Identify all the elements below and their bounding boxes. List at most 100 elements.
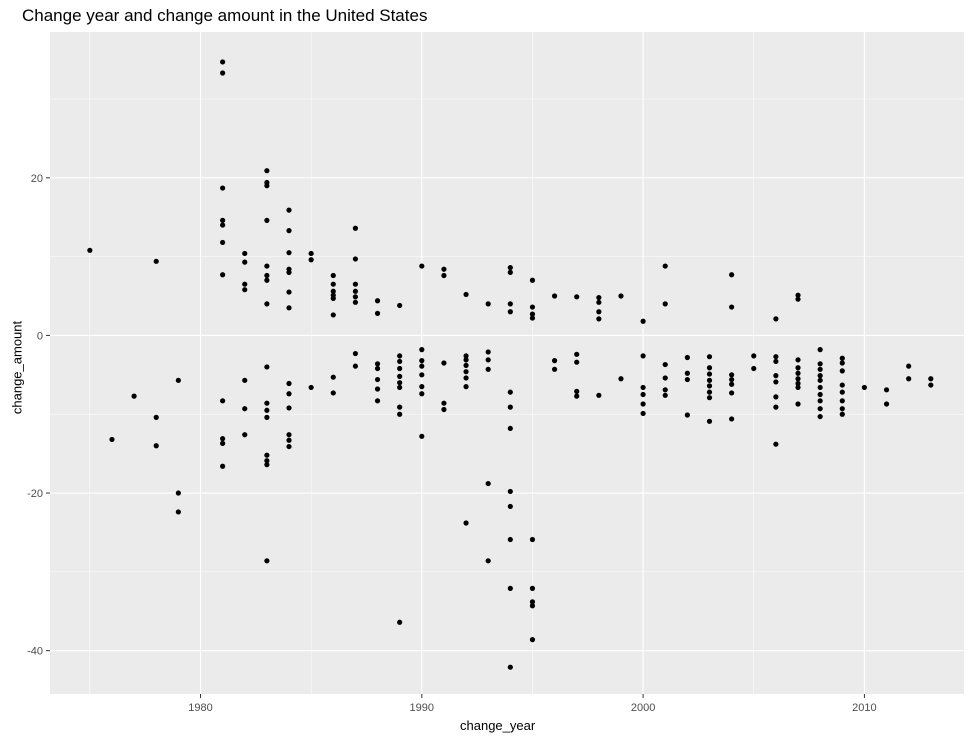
data-point	[839, 406, 845, 412]
data-point	[507, 664, 513, 670]
data-point	[153, 258, 159, 264]
y-tick-label: -20	[27, 488, 43, 500]
data-point	[839, 398, 845, 404]
data-point	[264, 407, 270, 413]
data-point	[330, 272, 336, 279]
data-point	[773, 354, 779, 360]
data-point	[729, 381, 735, 387]
data-point	[286, 405, 292, 411]
data-point	[928, 382, 934, 388]
data-point	[596, 309, 602, 315]
data-point	[773, 358, 779, 365]
data-point	[264, 364, 270, 370]
data-point	[463, 520, 469, 526]
data-point	[795, 380, 801, 387]
data-point	[640, 391, 646, 398]
data-point	[618, 293, 624, 299]
y-tick-label: -40	[27, 646, 43, 658]
data-point	[507, 536, 513, 543]
data-point	[817, 347, 823, 353]
data-point	[419, 391, 425, 397]
data-point	[175, 490, 181, 496]
data-point	[839, 355, 845, 361]
data-point	[817, 406, 823, 412]
data-point	[596, 392, 602, 398]
data-point	[286, 289, 292, 295]
data-point	[352, 225, 359, 231]
data-point	[286, 250, 292, 256]
data-point	[684, 376, 690, 383]
data-point	[684, 412, 690, 418]
data-point	[839, 382, 845, 388]
data-point	[441, 272, 447, 279]
data-point	[286, 228, 292, 234]
data-point	[640, 410, 646, 417]
data-point	[374, 398, 381, 404]
data-point	[529, 637, 536, 643]
data-point	[529, 603, 536, 609]
data-point	[352, 288, 359, 294]
data-point	[264, 217, 270, 223]
data-point	[706, 418, 713, 424]
data-point	[441, 360, 447, 366]
data-point	[574, 359, 580, 365]
data-point	[397, 365, 403, 372]
data-point	[640, 384, 646, 391]
data-point	[397, 302, 403, 309]
data-point	[419, 372, 425, 378]
data-point	[751, 365, 757, 372]
data-point	[286, 207, 292, 213]
data-point	[175, 509, 181, 515]
data-point	[242, 250, 248, 257]
data-point	[352, 281, 359, 287]
data-point	[817, 413, 823, 420]
data-point	[706, 365, 713, 371]
data-point	[109, 436, 115, 443]
data-point	[330, 374, 336, 380]
data-point	[175, 377, 181, 383]
data-point	[264, 458, 270, 464]
y-tick-label: 0	[37, 330, 43, 342]
data-point	[795, 384, 801, 391]
data-point	[264, 400, 270, 406]
data-point	[729, 376, 735, 383]
data-point	[242, 406, 248, 412]
data-point	[374, 365, 381, 372]
minor-gridlines	[50, 32, 964, 694]
data-point	[529, 315, 536, 321]
data-point	[529, 585, 536, 591]
data-point	[485, 357, 491, 363]
data-point	[817, 398, 823, 404]
plot-panel	[50, 32, 964, 694]
x-tick-label: 2000	[631, 702, 655, 714]
data-point	[264, 168, 270, 174]
data-point	[773, 441, 779, 447]
data-point	[507, 265, 513, 271]
data-point	[817, 384, 823, 391]
data-point	[242, 287, 248, 293]
data-point	[529, 536, 536, 543]
data-point	[817, 391, 823, 398]
data-point	[330, 281, 336, 287]
data-point	[374, 376, 381, 383]
data-point	[242, 259, 248, 265]
data-point	[662, 375, 668, 381]
data-point	[596, 299, 602, 305]
data-point	[839, 389, 845, 395]
data-point	[397, 380, 403, 386]
data-point	[242, 432, 248, 438]
data-point	[330, 288, 336, 294]
data-point	[264, 462, 270, 468]
data-point	[463, 357, 469, 363]
data-point	[574, 388, 580, 394]
data-point	[706, 395, 713, 401]
data-point	[795, 376, 801, 382]
y-axis-ticks: -40 -20 0 20	[27, 173, 50, 658]
data-point	[507, 488, 513, 495]
data-point	[463, 375, 469, 381]
data-point	[153, 414, 159, 420]
data-point	[220, 70, 226, 76]
data-point	[817, 366, 823, 372]
data-point	[419, 363, 425, 369]
